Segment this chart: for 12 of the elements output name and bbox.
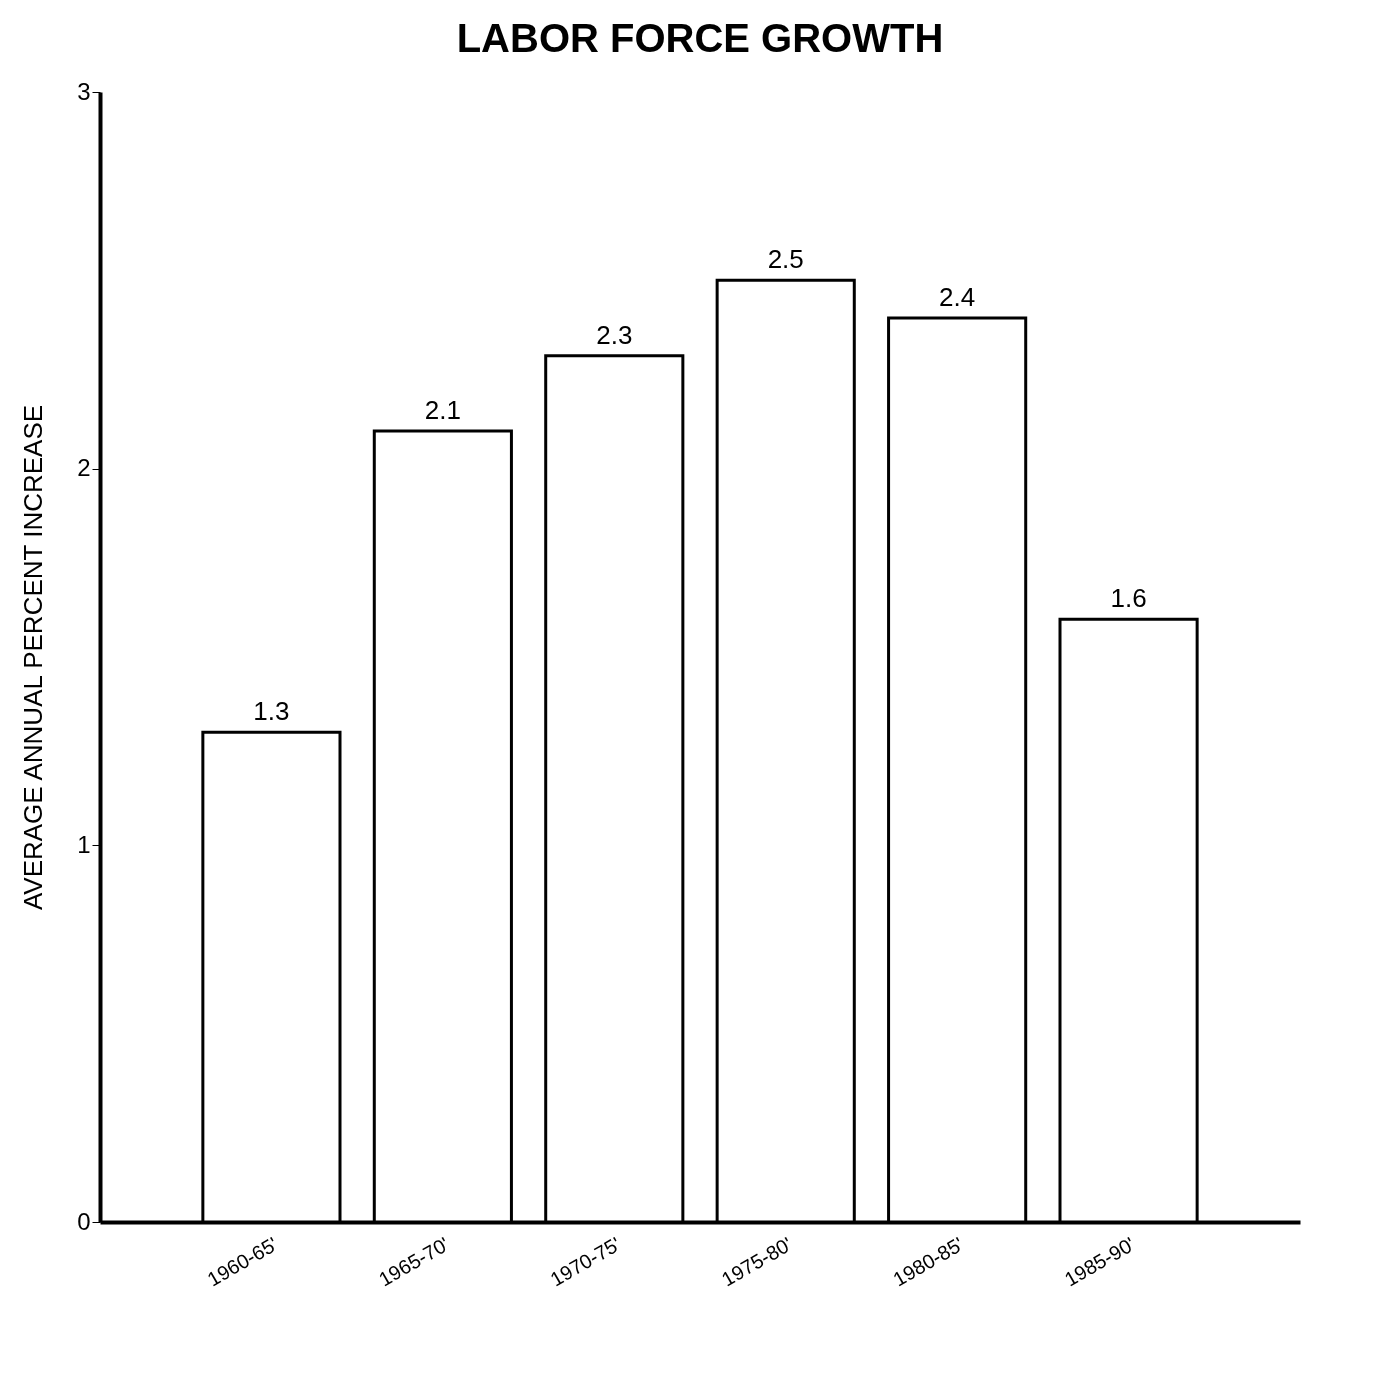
- data-label: 1.3: [253, 696, 290, 727]
- y-tick-label: 1: [77, 830, 91, 858]
- data-label: 1.6: [1110, 583, 1147, 614]
- data-label: 2.5: [767, 244, 804, 275]
- data-label: 2.4: [939, 282, 976, 312]
- y-tick-label: 2: [77, 454, 91, 482]
- y-tick-label: 0: [77, 1207, 91, 1235]
- data-label: 2.3: [596, 319, 633, 350]
- y-tick-label: 3: [77, 77, 91, 105]
- y-axis-title: AVERAGE ANNUAL PERCENT INCREASE: [18, 404, 49, 911]
- chart-title: LABOR FORCE GROWTH: [456, 16, 944, 60]
- data-label: 2.1: [424, 395, 461, 425]
